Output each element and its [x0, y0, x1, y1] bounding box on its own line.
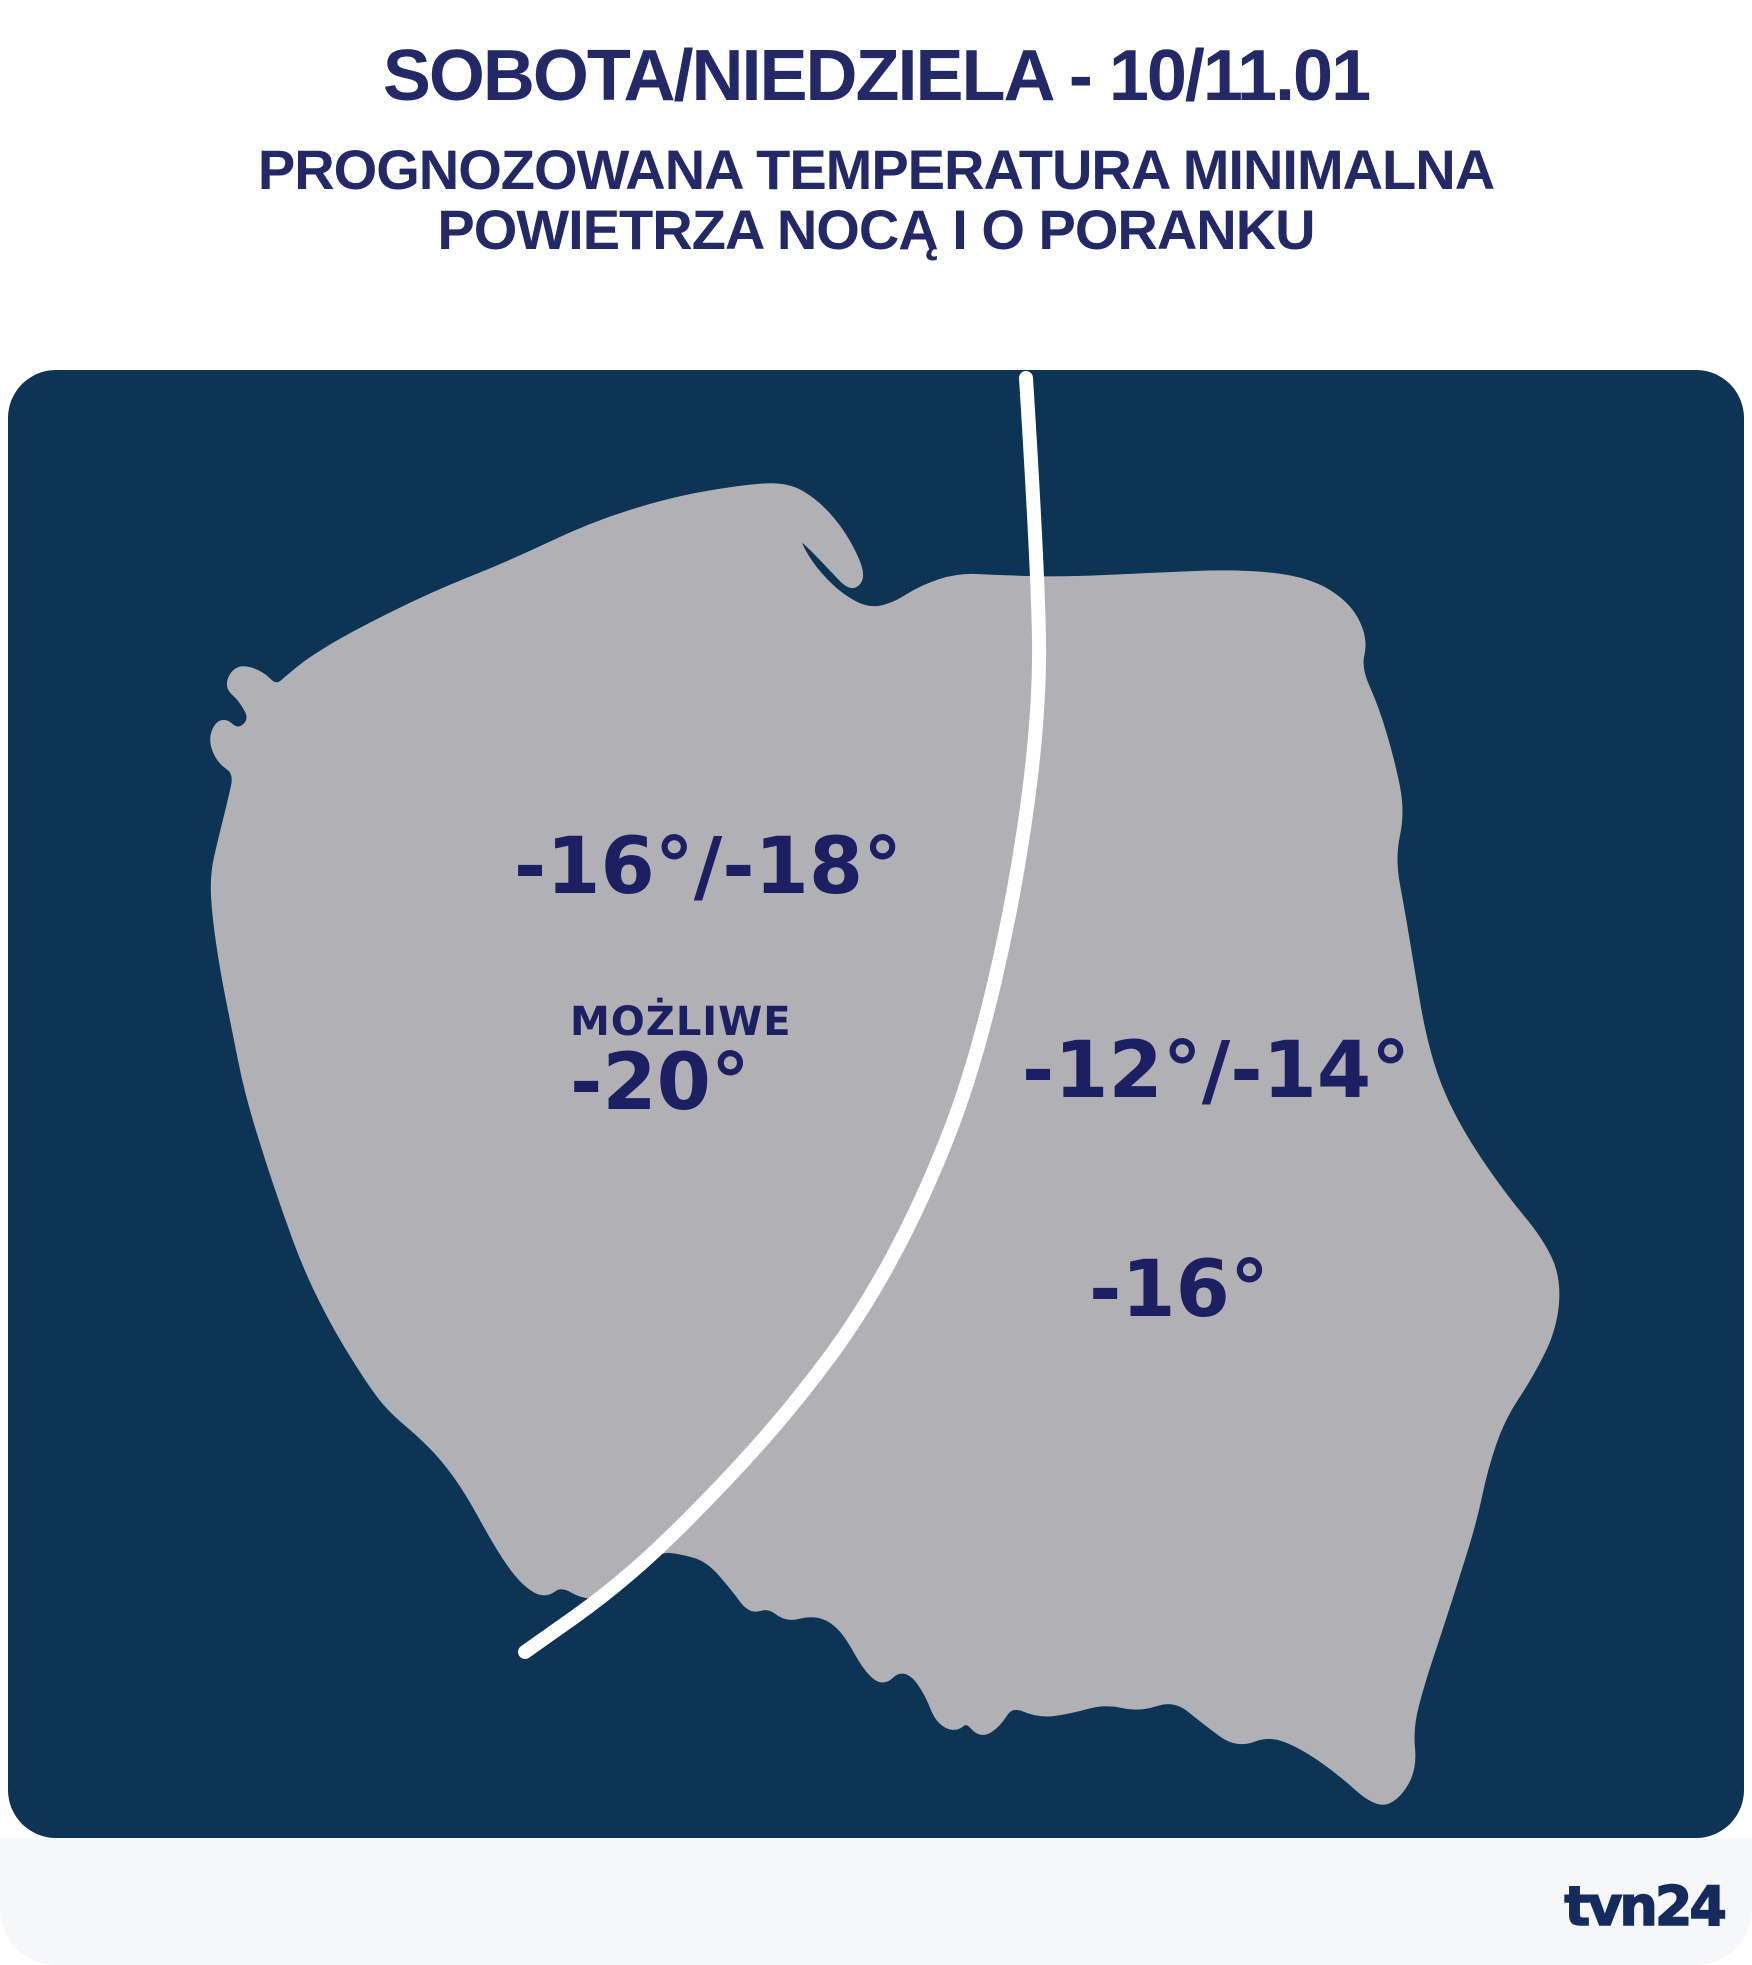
- header: SOBOTA/NIEDZIELA - 10/11.01 PROGNOZOWANA…: [0, 0, 1752, 370]
- page-title: SOBOTA/NIEDZIELA - 10/11.01: [382, 36, 1371, 116]
- possible-caption: MOŻLIWE: [570, 999, 792, 1045]
- temperature-divider-line: [518, 371, 1047, 1659]
- temperature-label-northwest: -16°/-18°: [513, 822, 903, 912]
- poland-map: [210, 371, 1560, 1805]
- temperature-label-east: -12°/-14°: [1021, 1026, 1411, 1116]
- page-subtitle: PROGNOZOWANA TEMPERATURA MINIMALNA POWIE…: [257, 138, 1495, 261]
- possible-value: -20°: [570, 1038, 750, 1128]
- map-panel: -16°/-18° MOŻLIWE -20° -12°/-14° -16°: [8, 370, 1744, 1838]
- subtitle-line-1: PROGNOZOWANA TEMPERATURA MINIMALNA: [257, 138, 1495, 201]
- tvn24-logo: tvn24: [1564, 1874, 1728, 1938]
- subtitle-line-2: POWIETRZA NOCĄ I O PORANKU: [437, 197, 1315, 261]
- temperature-label-southeast: -16°: [1089, 1245, 1269, 1335]
- footer-bar: tvn24: [0, 1838, 1752, 1965]
- poland-silhouette: [210, 483, 1560, 1805]
- possible-minimum-block: MOŻLIWE -20°: [570, 1002, 792, 1122]
